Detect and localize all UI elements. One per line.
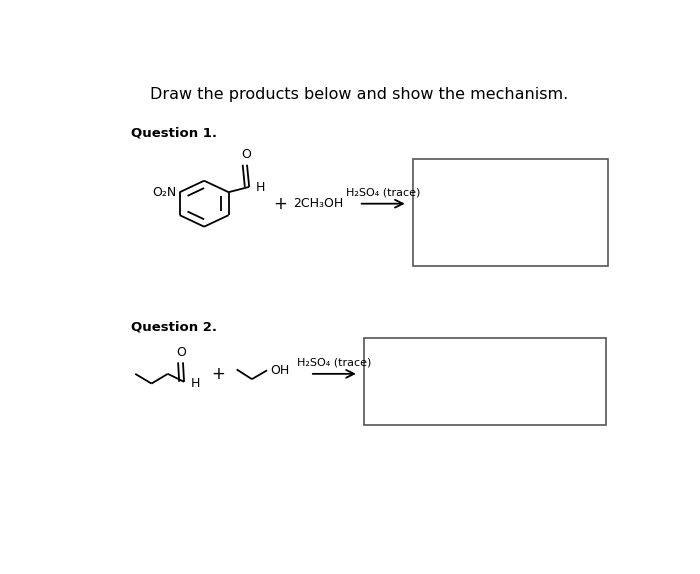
Text: O: O xyxy=(241,148,251,161)
Text: Question 2.: Question 2. xyxy=(131,321,217,334)
Text: 2CH₃OH: 2CH₃OH xyxy=(293,197,343,210)
Text: +: + xyxy=(273,195,287,213)
Text: H: H xyxy=(191,377,200,390)
Text: Draw the products below and show the mechanism.: Draw the products below and show the mec… xyxy=(150,87,568,102)
Text: O₂N: O₂N xyxy=(153,186,177,199)
Text: Question 1.: Question 1. xyxy=(131,126,217,139)
Bar xyxy=(413,160,608,266)
Text: H₂SO₄ (trace): H₂SO₄ (trace) xyxy=(297,357,372,367)
Bar xyxy=(364,339,606,425)
Text: H₂SO₄ (trace): H₂SO₄ (trace) xyxy=(346,187,420,197)
Text: +: + xyxy=(211,365,225,383)
Text: OH: OH xyxy=(270,364,289,377)
Text: O: O xyxy=(176,346,186,359)
Text: H: H xyxy=(256,181,265,194)
